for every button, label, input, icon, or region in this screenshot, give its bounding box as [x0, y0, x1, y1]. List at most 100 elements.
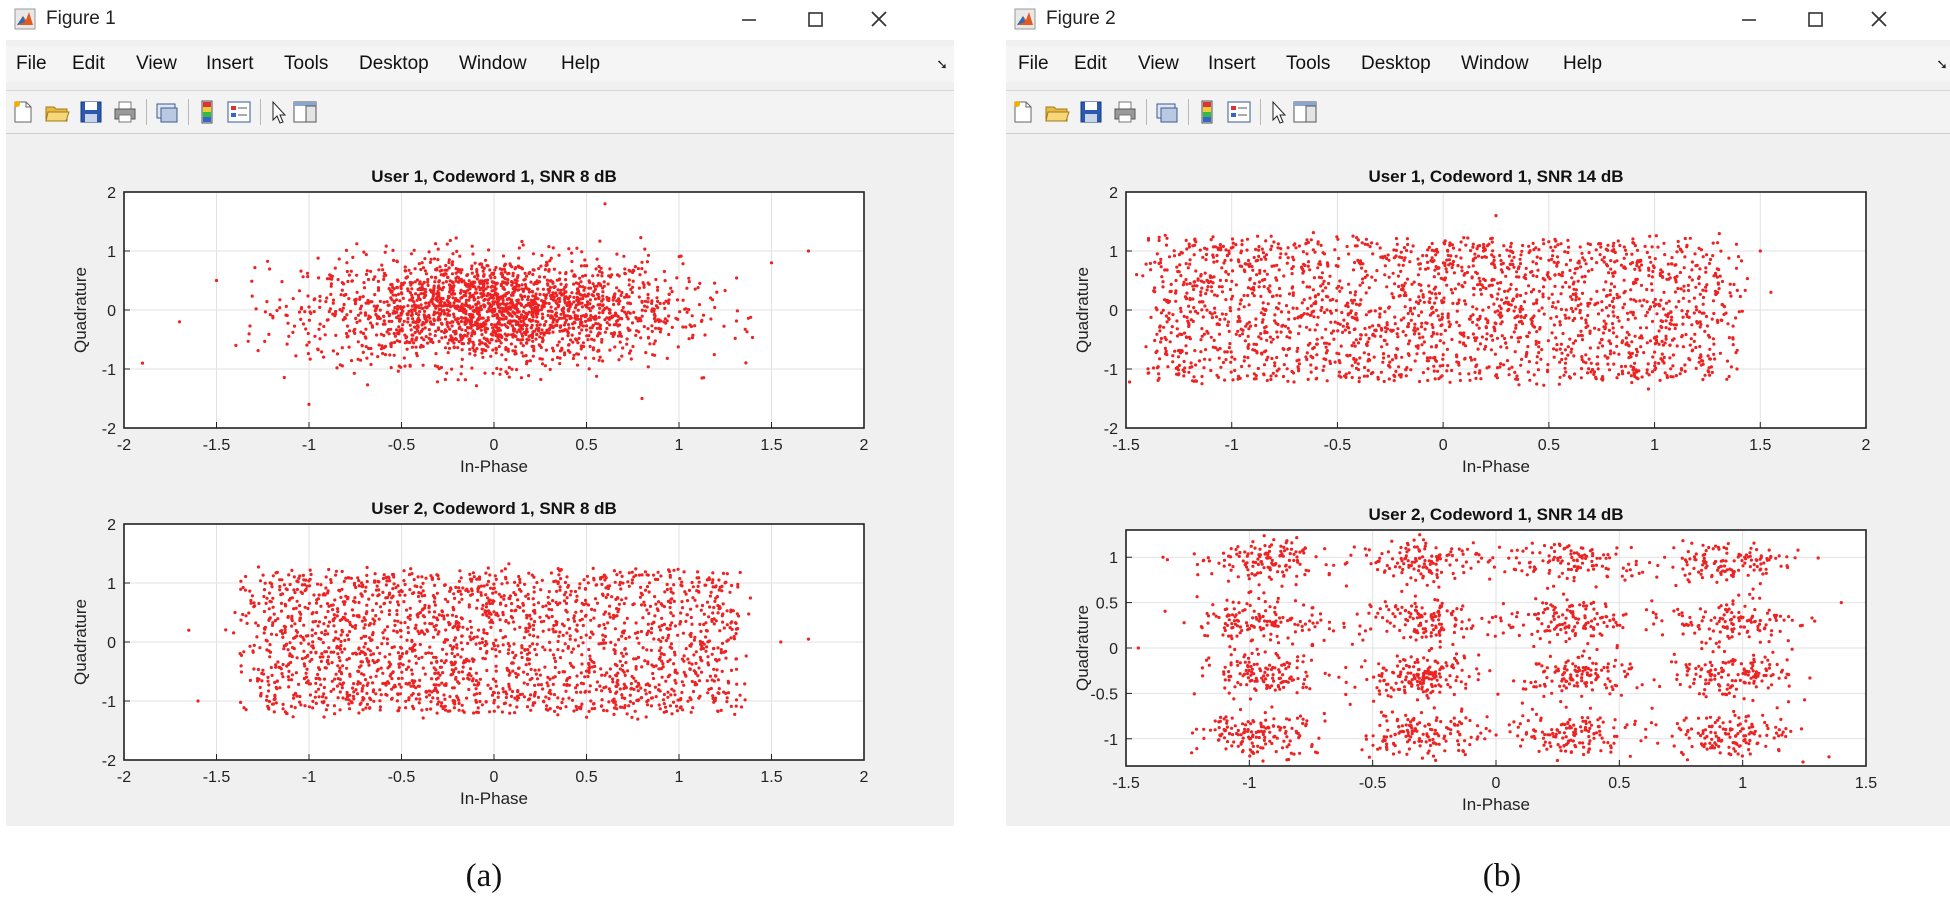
- print-icon[interactable]: [112, 99, 138, 125]
- data-point: [401, 309, 405, 313]
- data-point: [686, 699, 690, 703]
- data-point: [492, 328, 496, 333]
- data-point: [403, 364, 407, 368]
- data-point: [239, 664, 243, 668]
- maximize-icon[interactable]: [1792, 4, 1838, 36]
- edit-plot-cursor-icon[interactable]: [1266, 99, 1292, 125]
- save-icon[interactable]: [1078, 99, 1104, 125]
- open-file-icon[interactable]: [44, 99, 70, 125]
- open-file-icon[interactable]: [1044, 99, 1070, 125]
- data-point: [380, 263, 384, 267]
- data-point: [594, 688, 599, 692]
- data-point: [404, 706, 408, 710]
- data-point: [593, 608, 597, 612]
- data-point: [425, 319, 429, 323]
- data-point: [696, 584, 700, 588]
- data-point: [526, 597, 531, 601]
- data-point: [459, 592, 463, 596]
- menu-desktop[interactable]: Desktop: [1361, 53, 1431, 74]
- menu-desktop[interactable]: Desktop: [359, 53, 429, 74]
- legend-icon[interactable]: [1226, 99, 1252, 125]
- data-point: [433, 610, 437, 614]
- data-point: [624, 596, 628, 600]
- data-point: [574, 303, 578, 307]
- data-point: [414, 292, 418, 296]
- close-icon[interactable]: [856, 4, 902, 36]
- close-icon[interactable]: [1856, 4, 1902, 36]
- print-icon[interactable]: [1112, 99, 1138, 125]
- property-editor-icon[interactable]: [292, 99, 318, 125]
- data-point: [551, 246, 555, 250]
- data-point: [367, 597, 371, 601]
- menu-insert[interactable]: Insert: [206, 53, 254, 74]
- minimize-icon[interactable]: [1726, 4, 1772, 36]
- link-plot-icon[interactable]: [1154, 99, 1180, 125]
- data-point: [336, 278, 340, 282]
- new-figure-icon[interactable]: [10, 99, 36, 125]
- menu-edit[interactable]: Edit: [72, 53, 105, 74]
- data-point: [406, 631, 410, 635]
- data-point: [398, 299, 402, 303]
- data-point: [365, 269, 369, 273]
- data-point: [241, 585, 245, 590]
- data-point: [270, 673, 274, 678]
- data-point: [1365, 374, 1369, 378]
- data-point: [547, 691, 551, 695]
- data-point: [1615, 335, 1619, 339]
- save-icon[interactable]: [78, 99, 104, 125]
- data-point: [298, 700, 302, 704]
- data-point: [477, 586, 481, 590]
- data-point: [575, 298, 579, 302]
- data-point: [634, 567, 638, 571]
- colorbar-icon[interactable]: [1194, 99, 1220, 125]
- edit-plot-cursor-icon[interactable]: [266, 99, 292, 125]
- menu-help[interactable]: Help: [1563, 53, 1603, 74]
- data-point: [706, 640, 710, 644]
- data-point: [693, 635, 697, 639]
- data-point: [324, 575, 328, 579]
- data-point: [465, 334, 469, 338]
- data-point: [492, 302, 496, 306]
- data-point: [526, 303, 530, 307]
- maximize-icon[interactable]: [792, 4, 838, 36]
- menu-file[interactable]: File: [1018, 53, 1049, 74]
- data-point: [561, 633, 565, 637]
- dock-arrow-icon[interactable]: ➘: [936, 56, 948, 72]
- data-point: [1694, 345, 1698, 350]
- link-plot-icon[interactable]: [154, 99, 180, 125]
- data-point: [518, 577, 522, 582]
- data-point: [447, 346, 452, 350]
- data-point: [489, 337, 493, 342]
- menu-insert[interactable]: Insert: [1208, 53, 1256, 74]
- menu-tools[interactable]: Tools: [284, 53, 329, 74]
- data-point: [643, 659, 647, 663]
- minimize-icon[interactable]: [726, 4, 772, 36]
- data-point: [360, 686, 364, 691]
- menu-view[interactable]: View: [1138, 53, 1179, 74]
- data-point: [306, 352, 310, 356]
- data-point: [375, 333, 379, 337]
- menu-window[interactable]: Window: [1461, 53, 1529, 74]
- data-point: [303, 605, 307, 609]
- legend-icon[interactable]: [226, 99, 252, 125]
- menu-window[interactable]: Window: [459, 53, 527, 74]
- data-point: [384, 692, 388, 697]
- menu-help[interactable]: Help: [561, 53, 601, 74]
- title-bar[interactable]: Figure 1: [6, 0, 954, 40]
- data-point: [435, 292, 439, 296]
- property-editor-icon[interactable]: [1292, 99, 1318, 125]
- data-point: [665, 582, 669, 587]
- title-bar[interactable]: Figure 2: [1006, 0, 1950, 40]
- data-point: [575, 352, 579, 356]
- menu-tools[interactable]: Tools: [1286, 53, 1331, 74]
- data-point: [453, 304, 457, 308]
- menu-file[interactable]: File: [16, 53, 47, 74]
- data-point: [274, 701, 278, 705]
- menu-view[interactable]: View: [136, 53, 177, 74]
- menu-edit[interactable]: Edit: [1074, 53, 1107, 74]
- colorbar-icon[interactable]: [194, 99, 220, 125]
- new-figure-icon[interactable]: [1010, 99, 1036, 125]
- data-point: [533, 668, 537, 672]
- data-point: [312, 593, 316, 597]
- dock-arrow-icon[interactable]: ➘: [1936, 56, 1948, 72]
